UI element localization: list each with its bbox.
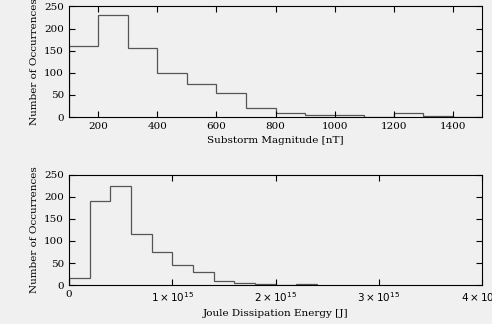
- Y-axis label: Number of Occurrences: Number of Occurrences: [30, 0, 38, 125]
- Y-axis label: Number of Occurrences: Number of Occurrences: [30, 167, 38, 293]
- X-axis label: Substorm Magnitude [nT]: Substorm Magnitude [nT]: [207, 136, 344, 145]
- X-axis label: Joule Dissipation Energy [J]: Joule Dissipation Energy [J]: [203, 309, 348, 318]
